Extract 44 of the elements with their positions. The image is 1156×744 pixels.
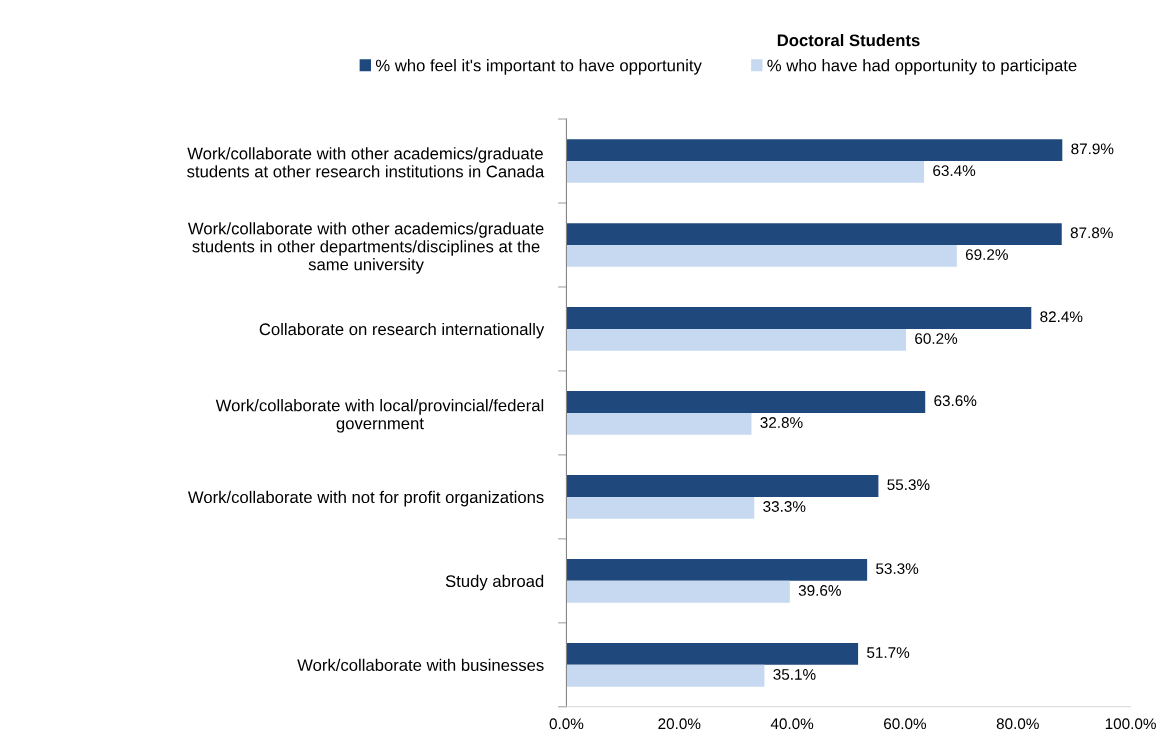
- y-tick-label: Work/collaborate with businesses: [297, 658, 544, 672]
- chart-title: Doctoral Students: [777, 33, 920, 47]
- data-label: 33.3%: [763, 501, 806, 512]
- x-tick-label: 20.0%: [658, 718, 701, 730]
- legend-label: % who have had opportunity to participate: [767, 59, 1077, 75]
- bar: [566, 475, 879, 497]
- data-label: 63.6%: [934, 395, 977, 407]
- bar: [566, 328, 907, 351]
- bar: [566, 496, 755, 519]
- data-label: 32.8%: [760, 417, 803, 428]
- bar: [566, 559, 868, 581]
- bar: [566, 642, 859, 665]
- data-label: 51.7%: [867, 647, 910, 658]
- bar: [566, 161, 925, 183]
- data-label: 60.2%: [915, 333, 958, 344]
- y-tick-label: Work/collaborate with other academics/graduate students at other research institutions in Canada: [187, 147, 545, 178]
- data-label: 39.6%: [798, 585, 841, 596]
- bar: [566, 307, 1032, 329]
- x-tick-label: 0.0%: [549, 718, 584, 730]
- bar: [566, 412, 752, 435]
- bar: [566, 139, 1063, 162]
- y-tick-label: Work/collaborate with not for profit organizations: [187, 490, 544, 507]
- x-tick-label: 60.0%: [884, 718, 927, 730]
- bar: [566, 223, 1062, 245]
- data-label: 87.9%: [1071, 143, 1114, 155]
- data-label: 35.1%: [773, 669, 816, 680]
- data-label: 63.4%: [933, 165, 976, 177]
- y-tick-label: Collaborate on research internationally: [259, 322, 545, 339]
- y-tick-label: Work/collaborate with other academics/graduate students in other departments/disciplines at the same university: [187, 222, 544, 274]
- x-tick-label: 80.0%: [996, 718, 1039, 730]
- bar: [566, 664, 765, 687]
- x-tick-label: 40.0%: [770, 718, 814, 730]
- data-label: 87.8%: [1070, 227, 1113, 239]
- y-tick-label: Study abroad: [445, 574, 544, 591]
- x-tick-label: 100.0%: [1105, 718, 1156, 730]
- data-label: 55.3%: [887, 479, 930, 491]
- bar: [566, 391, 926, 413]
- data-label: 82.4%: [1040, 311, 1083, 323]
- legend-label: % who feel it's important to have opportunity: [375, 59, 702, 75]
- data-label: 53.3%: [876, 563, 919, 575]
- bar: [566, 244, 957, 267]
- bar: [566, 580, 790, 603]
- y-tick-label: Work/collaborate with local/provincial/federal government: [215, 399, 544, 433]
- data-label: 69.2%: [965, 249, 1008, 261]
